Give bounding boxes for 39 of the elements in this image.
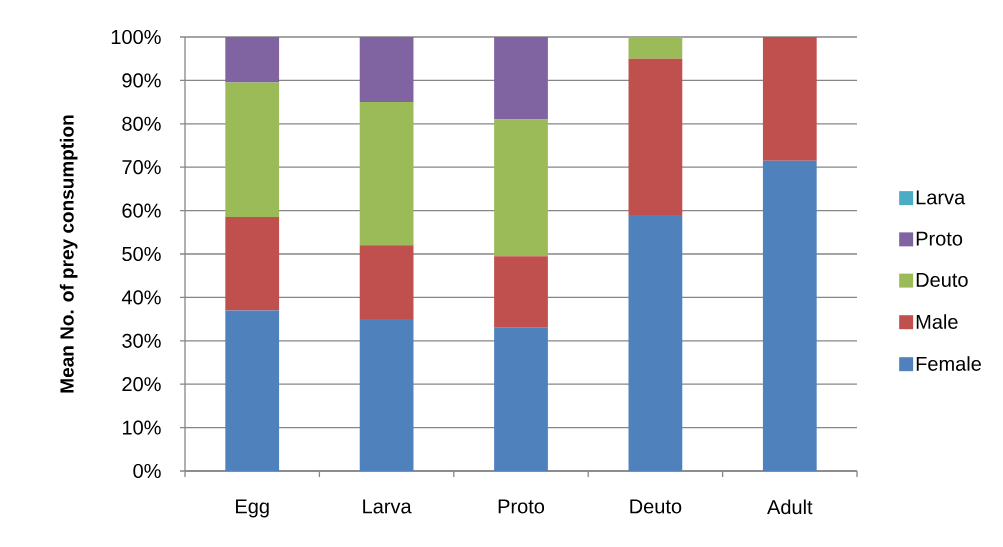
- bar: [628, 214, 683, 471]
- bar: [628, 58, 683, 215]
- legend-label: Female: [916, 356, 981, 371]
- y-tick-label: 50%: [122, 246, 161, 262]
- bar: [762, 37, 817, 161]
- x-tick-label: Deuto: [630, 499, 682, 514]
- bar: [359, 319, 414, 471]
- bar: [359, 102, 414, 246]
- bar: [494, 37, 548, 120]
- y-tick-label: 0%: [133, 463, 161, 479]
- y-tick-label: 80%: [122, 116, 161, 131]
- bar: [494, 119, 548, 257]
- bar: [225, 37, 280, 83]
- legend-label: Larva: [916, 190, 966, 205]
- x-tick-label: Egg: [236, 499, 269, 518]
- x-tick-label: Adult: [767, 499, 813, 515]
- y-tick-label: 30%: [122, 333, 161, 348]
- y-tick-label: 10%: [122, 420, 161, 435]
- bar: [359, 245, 414, 320]
- y-axis-title: Mean No. of prey consumption: [59, 115, 78, 393]
- x-tick-label: Proto: [498, 499, 545, 514]
- y-tick-label: 20%: [122, 377, 161, 392]
- y-tick-label: 60%: [122, 203, 161, 218]
- bar: [762, 160, 817, 471]
- legend-label: Male: [916, 314, 958, 329]
- bar: [494, 327, 548, 471]
- bar: [225, 217, 280, 311]
- bar: [359, 37, 414, 103]
- bar: [494, 256, 548, 328]
- bar: [628, 37, 683, 59]
- y-tick-label: 40%: [121, 290, 161, 305]
- bar: [225, 310, 280, 471]
- y-tick-label: 70%: [122, 160, 161, 175]
- bar: [225, 82, 280, 218]
- x-tick-label: Larva: [363, 499, 412, 514]
- legend-label: Proto: [916, 231, 963, 246]
- y-tick-label: 90%: [122, 73, 161, 88]
- y-tick-label: 100%: [111, 29, 161, 45]
- legend-label: Deuto: [916, 272, 968, 287]
